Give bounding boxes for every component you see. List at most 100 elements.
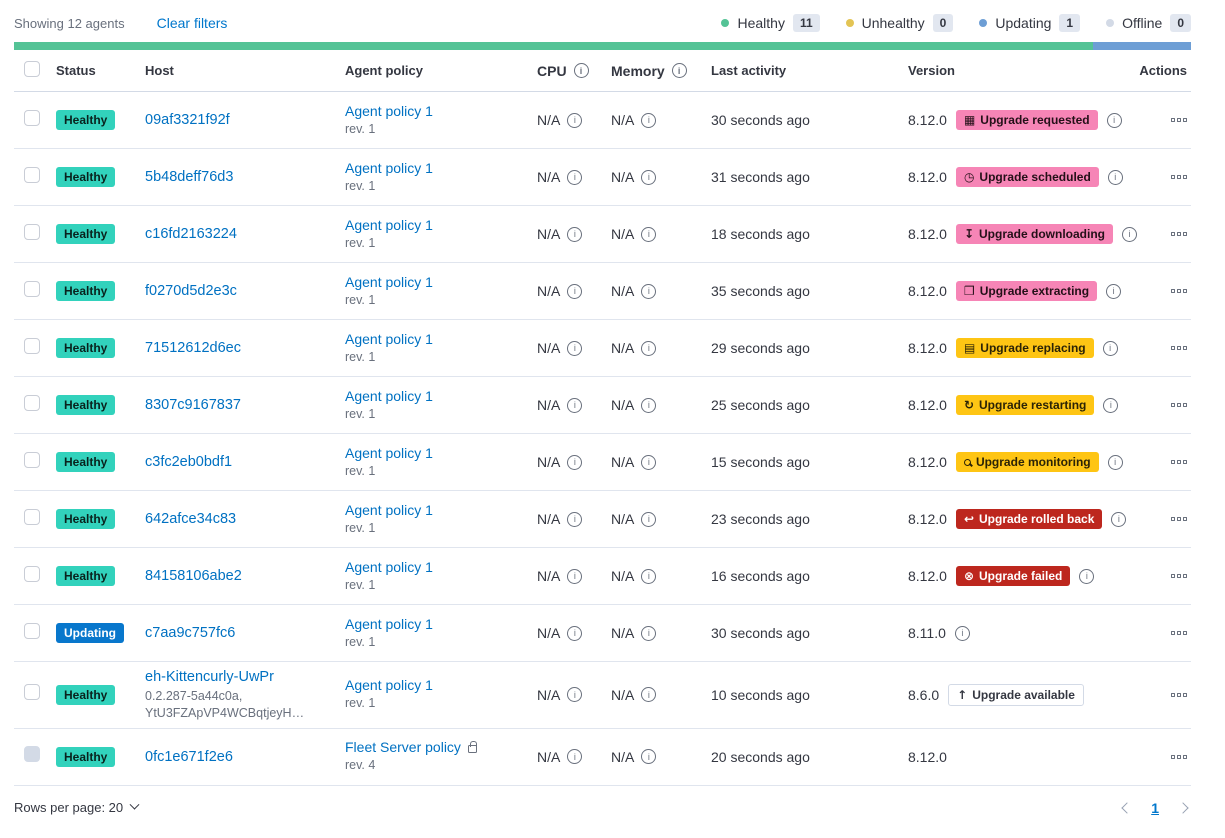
cpu-value-info-icon[interactable] (567, 568, 583, 584)
cpu-value-info-icon[interactable] (567, 340, 583, 356)
actions-menu-button[interactable] (1171, 513, 1187, 525)
host-link[interactable]: eh-Kittencurly-UwPr (145, 669, 274, 685)
memory-value-info-icon[interactable] (641, 625, 657, 641)
upgrade-details-info-icon[interactable] (1106, 283, 1122, 299)
row-checkbox[interactable] (24, 451, 40, 468)
row-checkbox[interactable] (24, 622, 40, 639)
policy-link[interactable]: Agent policy 1 (345, 159, 433, 176)
upgrade-badge-icon: ▤ (963, 341, 976, 355)
memory-value-info-icon[interactable] (641, 397, 657, 413)
clear-filters-link[interactable]: Clear filters (156, 15, 228, 31)
prev-page-button[interactable] (1121, 802, 1133, 814)
row-checkbox[interactable] (24, 684, 40, 701)
upgrade-details-info-icon[interactable] (954, 625, 970, 641)
cpu-value-info-icon[interactable] (567, 112, 583, 128)
select-all-checkbox[interactable] (24, 61, 40, 77)
legend-item-unhealthy[interactable]: Unhealthy 0 (845, 14, 954, 32)
actions-menu-button[interactable] (1171, 171, 1187, 183)
policy-link[interactable]: Agent policy 1 (345, 330, 433, 347)
cpu-info-icon[interactable] (573, 63, 589, 78)
policy-link[interactable]: Agent policy 1 (345, 444, 433, 461)
row-checkbox[interactable] (24, 337, 40, 354)
status-bar-updating-segment (1092, 42, 1191, 50)
row-checkbox[interactable] (24, 223, 40, 240)
host-link[interactable]: f0270d5d2e3c (145, 283, 237, 299)
host-link[interactable]: c7aa9c757fc6 (145, 625, 236, 641)
policy-link[interactable]: Agent policy 1 (345, 387, 433, 404)
rows-per-page-button[interactable]: Rows per page: 20 (14, 799, 140, 815)
cpu-value-info-icon[interactable] (567, 687, 583, 703)
host-link[interactable]: 09af3321f92f (145, 112, 230, 128)
actions-menu-button[interactable] (1171, 285, 1187, 297)
upgrade-details-info-icon[interactable] (1102, 340, 1118, 356)
upgrade-badge-label: Upgrade downloading (979, 227, 1105, 241)
cpu-value-info-icon[interactable] (567, 397, 583, 413)
actions-menu-button[interactable] (1171, 751, 1187, 763)
row-checkbox[interactable] (24, 280, 40, 297)
actions-menu-button[interactable] (1171, 570, 1187, 582)
legend-item-healthy[interactable]: Healthy 11 (721, 14, 820, 32)
host-link[interactable]: 71512612d6ec (145, 340, 241, 356)
legend-item-offline[interactable]: Offline 0 (1106, 14, 1191, 32)
host-link[interactable]: c3fc2eb0bdf1 (145, 454, 233, 470)
upgrade-details-info-icon[interactable] (1106, 112, 1122, 128)
row-checkbox[interactable] (24, 109, 40, 126)
upgrade-details-info-icon[interactable] (1111, 511, 1127, 527)
row-checkbox[interactable] (24, 394, 40, 411)
page-1-button[interactable]: 1 (1151, 799, 1159, 816)
upgrade-badge-icon: ↧ (963, 227, 974, 241)
memory-value-info-icon[interactable] (641, 511, 657, 527)
cpu-value-info-icon[interactable] (567, 454, 583, 470)
cpu-value-info-icon[interactable] (567, 749, 583, 765)
host-link[interactable]: 642afce34c83 (145, 511, 237, 527)
actions-menu-button[interactable] (1171, 627, 1187, 639)
cpu-value-info-icon[interactable] (567, 625, 583, 641)
cpu-value-info-icon[interactable] (567, 511, 583, 527)
row-checkbox[interactable] (24, 508, 40, 525)
memory-value-info-icon[interactable] (641, 112, 657, 128)
memory-value-info-icon[interactable] (641, 226, 657, 242)
policy-link[interactable]: Agent policy 1 (345, 501, 433, 518)
actions-menu-button[interactable] (1171, 399, 1187, 411)
last-activity-value: 25 seconds ago (711, 397, 810, 413)
memory-value-info-icon[interactable] (641, 169, 657, 185)
policy-link[interactable]: Agent policy 1 (345, 216, 433, 233)
upgrade-details-info-icon[interactable] (1122, 226, 1137, 242)
policy-link[interactable]: Fleet Server policy (345, 739, 461, 756)
cpu-value-info-icon[interactable] (567, 283, 583, 299)
actions-menu-button[interactable] (1171, 689, 1187, 701)
memory-value-info-icon[interactable] (641, 283, 657, 299)
actions-menu-button[interactable] (1171, 342, 1187, 354)
host-link[interactable]: c16fd2163224 (145, 226, 237, 242)
memory-value-info-icon[interactable] (641, 454, 657, 470)
actions-menu-button[interactable] (1171, 114, 1187, 126)
host-link[interactable]: 8307c9167837 (145, 397, 241, 413)
row-checkbox[interactable] (24, 166, 40, 183)
upgrade-details-info-icon[interactable] (1107, 169, 1123, 185)
legend-item-updating[interactable]: Updating 1 (979, 14, 1081, 32)
policy-link[interactable]: Agent policy 1 (345, 558, 433, 575)
next-page-button[interactable] (1177, 802, 1189, 814)
upgrade-details-info-icon[interactable] (1107, 454, 1123, 470)
cpu-value-info-icon[interactable] (567, 169, 583, 185)
cpu-value-info-icon[interactable] (567, 226, 583, 242)
memory-value-info-icon[interactable] (641, 749, 657, 765)
policy-link[interactable]: Agent policy 1 (345, 615, 433, 632)
upgrade-badge-icon: ↑ (957, 687, 968, 702)
policy-link[interactable]: Agent policy 1 (345, 677, 433, 694)
actions-menu-button[interactable] (1171, 228, 1187, 240)
upgrade-details-info-icon[interactable] (1079, 568, 1095, 584)
memory-value-info-icon[interactable] (641, 340, 657, 356)
host-link[interactable]: 84158106abe2 (145, 568, 242, 584)
row-checkbox[interactable] (24, 565, 40, 582)
memory-value-info-icon[interactable] (641, 687, 657, 703)
host-link[interactable]: 5b48deff76d3 (145, 169, 234, 185)
host-link[interactable]: 0fc1e671f2e6 (145, 748, 233, 765)
memory-value-info-icon[interactable] (641, 568, 657, 584)
memory-info-icon[interactable] (671, 63, 687, 78)
upgrade-details-info-icon[interactable] (1103, 397, 1119, 413)
policy-link[interactable]: Agent policy 1 (345, 273, 433, 290)
actions-menu-button[interactable] (1171, 456, 1187, 468)
policy-link[interactable]: Agent policy 1 (345, 102, 433, 119)
legend-count-badge: 1 (1059, 14, 1081, 32)
